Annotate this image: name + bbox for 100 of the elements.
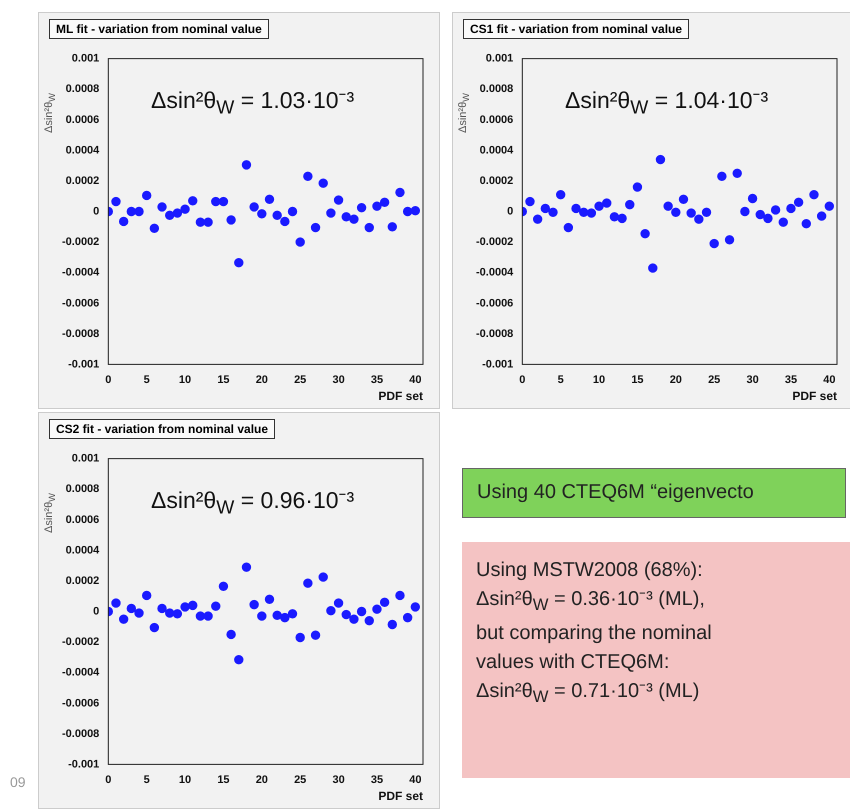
point — [548, 208, 558, 217]
point — [342, 610, 351, 620]
annotation: Δsin²θ$_{W}$ = 1.03·10⁻³ — [151, 86, 354, 120]
point — [272, 210, 282, 220]
y-tick-label: 0.0008 — [480, 83, 514, 96]
point — [295, 237, 305, 247]
chart-title: CS1 fit - variation from nominal value — [463, 19, 690, 39]
y-tick-label: 0.001 — [486, 52, 514, 65]
point — [356, 606, 366, 616]
x-axis-title: PDF set — [378, 389, 423, 404]
point — [395, 590, 405, 600]
point — [663, 201, 673, 211]
x-tick-label: 10 — [178, 774, 192, 786]
point — [142, 190, 152, 200]
point — [372, 604, 382, 614]
point — [756, 210, 765, 220]
point — [617, 214, 627, 224]
chart-title: ML fit - variation from nominal value — [49, 19, 269, 39]
y-tick-label: 0.001 — [72, 452, 100, 465]
point — [257, 209, 267, 218]
x-tick-label: 40 — [823, 374, 836, 386]
y-tick-label: 0.0002 — [480, 174, 514, 187]
point — [118, 614, 128, 624]
point — [656, 154, 666, 164]
point — [594, 201, 604, 211]
point — [364, 616, 374, 626]
point — [586, 208, 596, 218]
y-tick-label: -0.0002 — [62, 236, 100, 248]
point — [724, 235, 734, 244]
point — [410, 206, 420, 216]
y-tick-label: -0.0004 — [62, 666, 100, 679]
point — [218, 196, 228, 206]
point — [525, 196, 535, 206]
point — [388, 222, 397, 232]
point — [188, 196, 198, 206]
text: Δsin²θ$_{W}$ = 0.36·10⁻³ (ML), — [476, 588, 705, 614]
point — [111, 196, 121, 206]
point — [625, 200, 634, 210]
point — [610, 212, 620, 222]
point — [717, 172, 727, 182]
y-tick-label: 0.0006 — [66, 514, 100, 526]
x-tick-label: 20 — [256, 774, 268, 786]
y-tick-label: 0.0004 — [66, 544, 100, 556]
point — [211, 601, 220, 611]
point — [778, 218, 788, 227]
x-tick-label: 30 — [332, 774, 345, 786]
point — [172, 208, 182, 218]
point — [648, 263, 658, 273]
point — [303, 172, 313, 182]
point — [242, 160, 252, 170]
point — [264, 194, 274, 204]
point — [356, 202, 366, 212]
point — [165, 608, 174, 618]
y-tick-label: -0.001 — [68, 758, 100, 770]
x-tick-label: 40 — [409, 374, 422, 386]
point — [218, 582, 228, 591]
point — [126, 206, 136, 216]
y-tick-label: -0.001 — [68, 358, 100, 370]
point — [180, 602, 190, 612]
point — [310, 222, 320, 232]
point — [249, 600, 259, 610]
annotation: Δsin²θ$_{W}$ = 0.96·10⁻³ — [151, 486, 354, 520]
point — [564, 222, 574, 232]
point — [334, 195, 344, 205]
y-tick-label: 0.0004 — [480, 144, 514, 156]
point — [678, 194, 688, 204]
point — [226, 630, 236, 640]
x-tick-label: 15 — [631, 374, 644, 386]
y-tick-label: -0.0008 — [62, 728, 100, 740]
point — [126, 604, 136, 614]
x-tick-label: 10 — [592, 374, 606, 386]
y-tick-label: 0.0008 — [66, 83, 100, 96]
x-tick-label: 25 — [294, 374, 306, 386]
x-tick-label: 30 — [746, 374, 759, 386]
x-tick-label: 0 — [105, 374, 112, 386]
y-tick-label: -0.0002 — [476, 236, 514, 248]
x-tick-label: 10 — [178, 374, 192, 386]
x-tick-label: 20 — [670, 374, 682, 386]
point — [402, 612, 412, 622]
y-tick-label: -0.0006 — [476, 297, 514, 310]
y-tick-label: 0.0002 — [66, 174, 100, 187]
point — [288, 609, 298, 618]
y-tick-label: -0.0006 — [62, 697, 100, 710]
annotation: Δsin²θ$_{W}$ = 1.04·10⁻³ — [565, 86, 768, 120]
point — [770, 205, 780, 215]
point — [203, 611, 213, 621]
point — [249, 202, 259, 212]
x-tick-label: 35 — [370, 374, 384, 386]
chart-title: CS2 fit - variation from nominal value — [49, 419, 276, 439]
x-tick-label: 15 — [217, 374, 230, 386]
point — [740, 206, 750, 216]
point — [188, 600, 198, 610]
point — [532, 214, 542, 224]
point — [157, 202, 167, 212]
point — [326, 208, 336, 218]
point — [272, 610, 282, 620]
text: Using MSTW2008 (68%): — [476, 559, 703, 581]
point — [748, 194, 758, 204]
point — [134, 608, 144, 618]
x-tick-label: 30 — [332, 374, 345, 386]
